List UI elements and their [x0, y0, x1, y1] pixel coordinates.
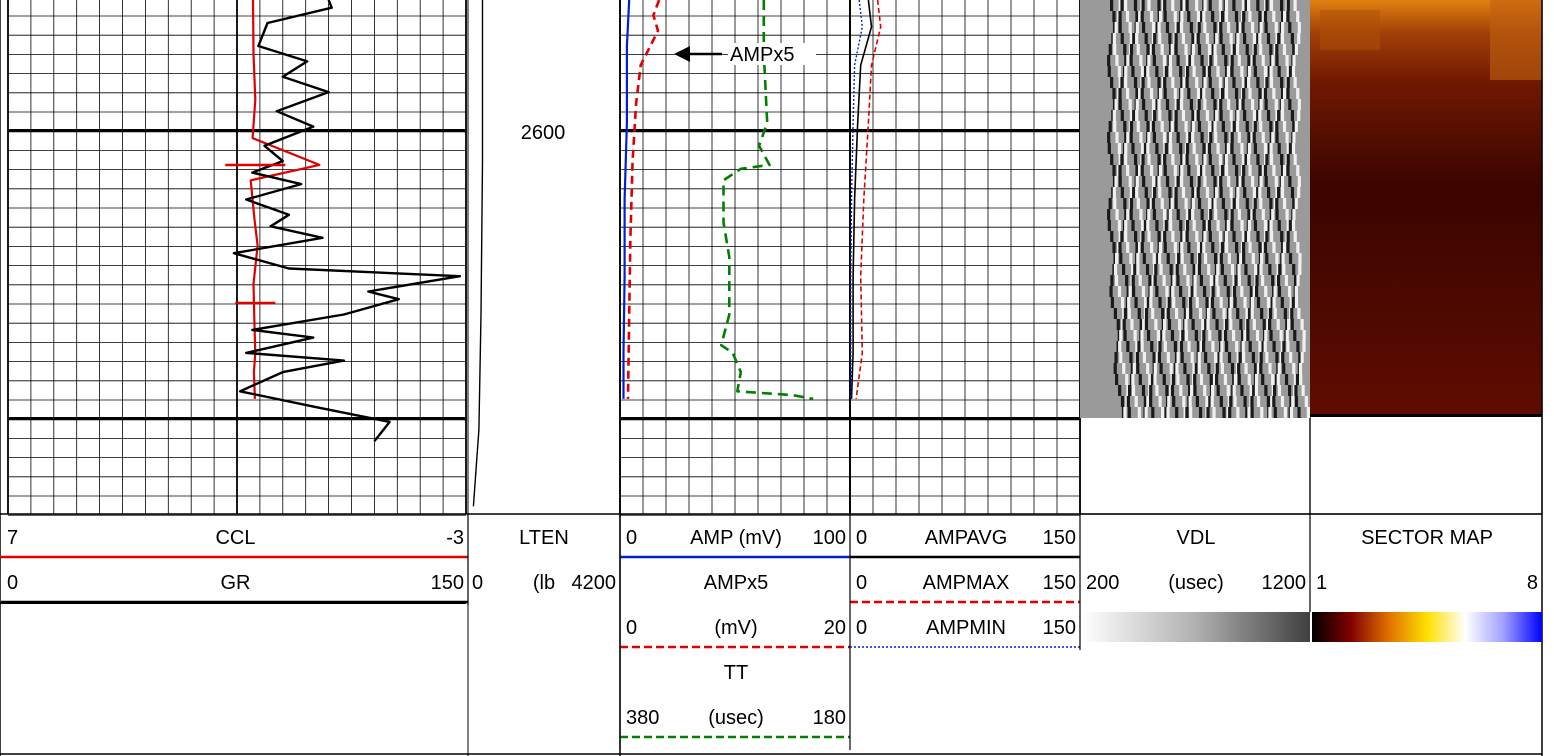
- track4-row-1-name: AMPMAX: [923, 572, 1010, 594]
- track2-row-0: LTEN: [519, 527, 569, 549]
- track1-row-1-right: 150: [431, 572, 464, 594]
- track1-grid: [7, 0, 467, 516]
- sector-map-image: [1310, 0, 1542, 417]
- track6-row-1-left: 1: [1316, 572, 1327, 594]
- curve-ampx5: [626, 0, 661, 399]
- track2-row-0-name: LTEN: [519, 527, 569, 549]
- depth-label: 2600: [521, 122, 566, 144]
- track1-row-1: 0 GR 150: [1, 572, 468, 604]
- track3-row-0-name: AMP (mV): [690, 527, 782, 549]
- curve-tt: [719, 0, 814, 401]
- curve-amp: [622, 0, 631, 399]
- track1-row-0: 7 CCL -3: [1, 527, 468, 559]
- track4-row-2-left: 0: [856, 617, 867, 639]
- track4-row-1: 0 AMPMAX 150: [850, 572, 1080, 604]
- track1-row-1-name: GR: [221, 572, 251, 594]
- track3-row-2-left: 0: [626, 617, 637, 639]
- track3-grid: [619, 0, 851, 516]
- track5-row-0-name: VDL: [1177, 527, 1216, 549]
- track3-row-0-right: 100: [813, 527, 846, 549]
- ampx5-annotation-label: AMPx5: [730, 44, 794, 66]
- track6-row-0: SECTOR MAP: [1361, 527, 1493, 549]
- track5-row-0: VDL: [1177, 527, 1216, 549]
- track3-row-4-name: (usec): [708, 707, 764, 729]
- track3-row-4-right: 180: [813, 707, 846, 729]
- track5-row-1-name: (usec): [1168, 572, 1224, 594]
- track1-row-1-left: 0: [7, 572, 18, 594]
- track3-row-2-name: (mV): [714, 617, 757, 639]
- track4-row-0-left: 0: [856, 527, 867, 549]
- track2-row-1-name: (lb: [533, 572, 555, 594]
- track4-row-2: 0 AMPMIN 150: [850, 617, 1080, 648]
- track3-row-4: 380 (usec) 180: [620, 707, 850, 739]
- curve-gr: [232, 0, 462, 442]
- track6-row-0-name: SECTOR MAP: [1361, 527, 1493, 549]
- track4-row-1-right: 150: [1043, 572, 1076, 594]
- track1-row-0-right: -3: [446, 527, 464, 549]
- track2-row-1-left: 0: [472, 572, 483, 594]
- track3-row-2: 0 (mV) 20: [620, 617, 850, 649]
- track1-row-0-left: 7: [7, 527, 18, 549]
- track1-row-0-name: CCL: [215, 527, 255, 549]
- track3-row-2-right: 20: [824, 617, 846, 639]
- track4-grid: [849, 0, 1081, 516]
- track3-row-3-name: TT: [724, 662, 748, 684]
- track6-row-1-right: 8: [1527, 572, 1538, 594]
- track4-row-0: 0 AMPAVG 150: [850, 527, 1080, 559]
- track3-row-4-left: 380: [626, 707, 659, 729]
- track4-row-2-right: 150: [1043, 617, 1076, 639]
- track3-row-1: AMPx5: [704, 572, 768, 594]
- track5-colorbar: [1082, 612, 1310, 642]
- track3-row-0: 0 AMP (mV) 100: [620, 527, 850, 559]
- track4-row-0-right: 150: [1043, 527, 1076, 549]
- track3-row-3: TT: [724, 662, 748, 684]
- log-curves: [225, 0, 882, 507]
- track3-row-0-left: 0: [626, 527, 637, 549]
- curve-ampavg: [850, 0, 873, 399]
- curve-ampmin: [850, 0, 863, 399]
- track4-row-0-name: AMPAVG: [925, 527, 1008, 549]
- curve-lten: [472, 0, 484, 507]
- track5-row-1-left: 200: [1086, 572, 1119, 594]
- chart-labels: 2600 AMPx5: [521, 43, 816, 144]
- track4-row-1-left: 0: [856, 572, 867, 594]
- vdl-image: [1080, 0, 1310, 418]
- track5-row-1: 200 (usec) 1200: [1086, 572, 1306, 594]
- track2-row-1: 0 (lb 4200: [472, 572, 616, 594]
- track5-row-1-right: 1200: [1262, 572, 1307, 594]
- image-tracks: [1080, 0, 1542, 418]
- track4-row-2-name: AMPMIN: [926, 617, 1006, 639]
- ampx5-annotation: AMPx5: [674, 43, 816, 66]
- track2-row-1-right: 4200: [572, 572, 617, 594]
- curve-ampmax: [855, 0, 882, 400]
- track3-row-1-name: AMPx5: [704, 572, 768, 594]
- track6-colorbar: [1312, 612, 1542, 642]
